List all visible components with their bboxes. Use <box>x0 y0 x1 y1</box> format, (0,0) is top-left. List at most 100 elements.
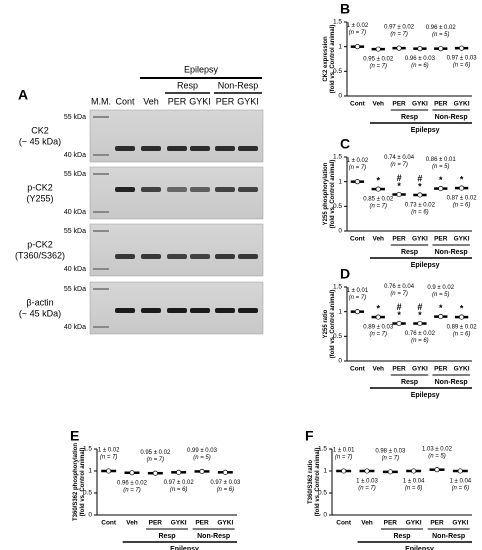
x-tick-label: PER <box>392 101 406 108</box>
group-label: Epilepsy <box>405 546 434 550</box>
mean-dot <box>396 191 402 198</box>
group-label: Non-Resp <box>435 379 468 386</box>
mean-dot <box>417 192 423 198</box>
marker-band <box>93 230 109 232</box>
blot-row <box>89 166 264 220</box>
mean-dot <box>459 45 465 51</box>
significance-marker: # <box>417 173 422 183</box>
n-label: (n = 6) <box>453 63 471 69</box>
mean-dot <box>387 469 393 475</box>
value-label: 0.98 ± 0.03 <box>375 448 406 454</box>
value-label: 0.96 ± 0.03 <box>405 56 436 62</box>
mean-dot <box>438 314 444 320</box>
x-tick-label: PER <box>434 236 448 243</box>
x-tick-label: PER <box>149 520 163 527</box>
x-tick-label: Veh <box>372 366 384 373</box>
x-tick-label: GYKI <box>454 236 470 243</box>
x-tick-label: Veh <box>126 520 138 527</box>
band <box>141 254 161 259</box>
group-label: Epilepsy <box>411 127 440 134</box>
value-label: 0.97 ± 0.02 <box>384 25 415 31</box>
kda-label: 40 kDa <box>64 209 86 216</box>
y-axis-label: Y255 phosphorylation(fold vs. Control an… <box>323 160 336 229</box>
y-axis-label-line: T360/S362 ratio <box>308 460 314 504</box>
x-tick-label: Cont <box>350 236 366 243</box>
kda-label: 55 kDa <box>64 171 86 178</box>
group-label: Resp <box>401 249 418 256</box>
mean-dot <box>354 309 360 315</box>
n-label: (n = 7) <box>100 455 118 461</box>
value-label: 1 ± 0.02 <box>98 448 120 454</box>
blot-row <box>89 223 264 277</box>
value-label: 0.89 ± 0.02 <box>447 325 478 331</box>
mean-dot <box>129 470 135 476</box>
significance-marker: * <box>418 181 422 191</box>
value-label: 0.97 ± 0.03 <box>210 480 241 486</box>
n-label: (n = 7) <box>335 455 353 461</box>
significance-marker: * <box>439 303 443 313</box>
mean-dot <box>417 46 423 52</box>
n-label: (n = 7) <box>123 487 141 493</box>
band <box>215 308 235 313</box>
x-tick-label: GYKI <box>454 366 470 373</box>
lane-label: Veh <box>143 96 159 106</box>
value-label: 0.95 ± 0.02 <box>363 57 394 63</box>
y-axis-label-line: (fold vs. Control animal) <box>330 290 336 359</box>
band <box>190 187 210 192</box>
band <box>190 254 210 259</box>
kda-label: 55 kDa <box>64 228 86 235</box>
value-label: 0.97 ± 0.03 <box>447 56 478 62</box>
n-label: (n = 6) <box>452 486 470 492</box>
significance-marker: # <box>397 173 402 183</box>
y-tick-label: 0 <box>88 512 92 519</box>
group-label: Epilepsy <box>411 262 440 269</box>
value-label: 0.97 ± 0.02 <box>164 480 195 486</box>
x-tick-label: Cont <box>350 101 366 108</box>
panel-letter: C <box>340 136 350 152</box>
group-label: Non-Resp <box>435 249 468 256</box>
mean-dot <box>354 44 360 50</box>
mean-dot <box>438 186 444 192</box>
mean-dot <box>354 179 360 185</box>
n-label: (n = 5) <box>193 455 211 461</box>
lane-label: GYKI <box>237 96 259 106</box>
group-label: Epilepsy <box>170 546 199 550</box>
value-label: 0.87 ± 0.02 <box>447 196 478 202</box>
significance-marker: * <box>376 175 380 185</box>
band <box>238 187 258 192</box>
mean-dot <box>434 467 440 473</box>
marker-band <box>93 173 109 175</box>
group-label: Non-Resp <box>435 114 468 121</box>
band <box>238 146 258 151</box>
kda-label: 55 kDa <box>64 286 86 293</box>
marker-band <box>93 211 109 213</box>
y-tick-label: 1 <box>88 468 92 475</box>
lane-label: Cont <box>115 96 135 106</box>
mean-dot <box>396 320 402 327</box>
y-tick-label: 1.5 <box>318 446 327 453</box>
band <box>167 308 187 313</box>
y-axis-label-line: Y255 ratio <box>323 309 329 338</box>
kda-label: 40 kDa <box>64 324 86 331</box>
x-tick-label: GYKI <box>406 520 422 527</box>
marker-band <box>93 154 109 156</box>
y-tick-label: 0 <box>338 93 342 100</box>
mean-dot <box>375 314 381 320</box>
group-label: Epilepsy <box>411 392 440 399</box>
y-tick-label: 0.5 <box>333 203 342 210</box>
band <box>215 254 235 259</box>
x-tick-label: GYKI <box>171 520 187 527</box>
value-label: 0.96 ± 0.02 <box>426 25 457 31</box>
y-axis-label-line: (fold vs. Control animal) <box>330 160 336 229</box>
x-tick-label: GYKI <box>454 101 470 108</box>
x-tick-label: Cont <box>101 520 117 527</box>
band <box>115 146 135 151</box>
x-tick-label: PER <box>434 101 448 108</box>
group-label: Resp <box>393 533 410 540</box>
x-tick-label: PER <box>430 520 444 527</box>
y-tick-label: 0 <box>338 228 342 235</box>
value-label: 1 ± 0.02 <box>347 158 369 164</box>
x-tick-label: Veh <box>361 520 373 527</box>
value-label: 1 ± 0.01 <box>333 448 355 454</box>
mean-dot <box>341 468 347 474</box>
